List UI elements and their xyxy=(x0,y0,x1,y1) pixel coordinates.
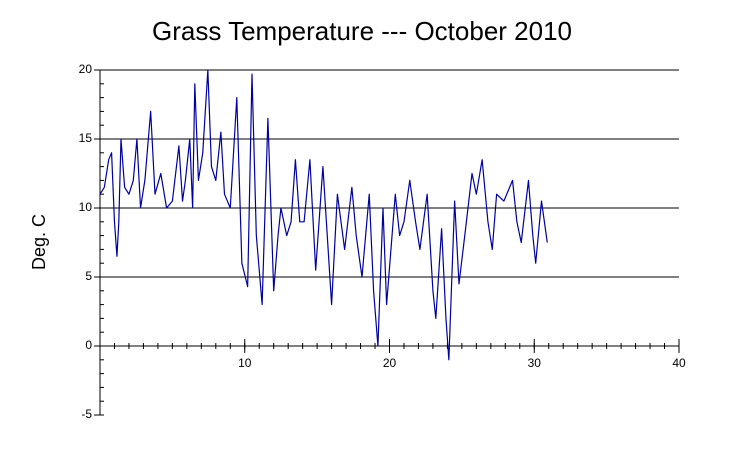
y-axis-label: Deg. C xyxy=(29,214,49,270)
y-tick-label: 10 xyxy=(79,200,93,214)
x-tick-label: 30 xyxy=(528,356,542,370)
x-tick-label: 10 xyxy=(238,356,252,370)
y-tick-label: 0 xyxy=(85,338,92,352)
y-tick-label: 5 xyxy=(85,269,92,283)
y-tick-label: 15 xyxy=(79,131,93,145)
chart-title: Grass Temperature --- October 2010 xyxy=(152,16,572,46)
y-tick-label: 20 xyxy=(79,62,93,76)
x-tick-label: 20 xyxy=(383,356,397,370)
x-tick-label: 40 xyxy=(672,356,686,370)
y-tick-label: -5 xyxy=(81,407,92,421)
data-line xyxy=(99,69,548,361)
